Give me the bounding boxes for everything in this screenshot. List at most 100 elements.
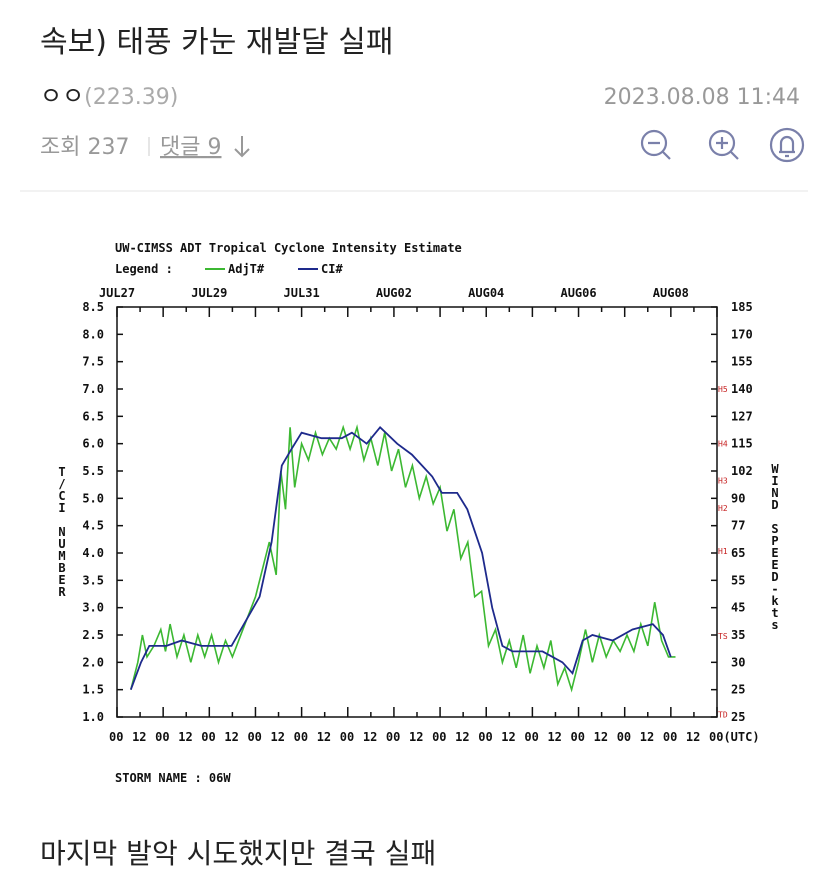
date-label: AUG06 bbox=[560, 286, 596, 300]
post-title: 속보) 태풍 카눈 재발달 실패 bbox=[40, 25, 393, 60]
y2-tick-label: 102 bbox=[731, 464, 753, 478]
date-label: AUG02 bbox=[376, 286, 412, 300]
x-tick-label: 00 bbox=[247, 730, 261, 744]
views-line: 조회 237 bbox=[40, 135, 129, 160]
x-tick-label: 12 bbox=[317, 730, 331, 744]
y2-tick-label: 155 bbox=[731, 355, 753, 369]
legend-entry: CI# bbox=[321, 262, 343, 276]
views-label: 조회 bbox=[40, 135, 80, 160]
x-tick-label: 00 bbox=[109, 730, 123, 744]
x-tick-label: 00 bbox=[294, 730, 308, 744]
y-tick-label: 7.5 bbox=[82, 355, 104, 369]
y2-tick-label: 185 bbox=[731, 300, 753, 314]
legend-entry: AdjT# bbox=[228, 262, 265, 276]
x-tick-label: 12 bbox=[363, 730, 377, 744]
y2-tick-label: 127 bbox=[731, 409, 753, 423]
x-tick-label: 12 bbox=[594, 730, 608, 744]
x-tick-label: 00 bbox=[524, 730, 538, 744]
y-tick-label: 2.0 bbox=[82, 655, 104, 669]
comments-label: 댓글 bbox=[160, 135, 200, 160]
x-tick-label: 00(UTC) bbox=[709, 730, 760, 744]
zoom-out-button[interactable] bbox=[640, 129, 671, 160]
series-line bbox=[129, 425, 672, 691]
chart-title: UW-CIMSS ADT Tropical Cyclone Intensity … bbox=[115, 241, 462, 255]
intensity-marker: TD bbox=[718, 710, 728, 719]
x-tick-label: 00 bbox=[432, 730, 446, 744]
author-line: ㅇㅇ(223.39) bbox=[40, 82, 178, 110]
y-tick-label: 1.0 bbox=[82, 710, 104, 724]
intensity-marker: H3 bbox=[718, 476, 728, 485]
y2-tick-label: 30 bbox=[731, 655, 745, 669]
y-tick-label: 7.0 bbox=[82, 382, 104, 396]
y2-axis-label: WIND SPEED-kts bbox=[768, 462, 782, 630]
y2-tick-label: 115 bbox=[731, 437, 753, 451]
y-tick-label: 6.5 bbox=[82, 409, 104, 423]
series-line bbox=[130, 424, 676, 693]
y2-tick-label: 35 bbox=[731, 628, 745, 642]
date-label: JUL29 bbox=[191, 286, 227, 300]
alarm-button[interactable] bbox=[769, 127, 805, 163]
date-label: AUG08 bbox=[653, 286, 689, 300]
y-tick-label: 5.0 bbox=[82, 491, 104, 505]
y2-tick-label: 140 bbox=[731, 382, 753, 396]
y-tick-label: 4.5 bbox=[82, 519, 104, 533]
y2-tick-label: 65 bbox=[731, 546, 745, 560]
intensity-marker: TS bbox=[718, 632, 728, 641]
x-tick-label: 00 bbox=[663, 730, 677, 744]
y-tick-label: 3.5 bbox=[82, 573, 104, 587]
zoom-in-button[interactable] bbox=[708, 129, 739, 160]
intensity-marker: H1 bbox=[718, 547, 728, 556]
y2-tick-label: 25 bbox=[731, 683, 745, 697]
x-tick-label: 12 bbox=[686, 730, 700, 744]
x-tick-label: 12 bbox=[640, 730, 654, 744]
y-tick-label: 3.0 bbox=[82, 601, 104, 615]
date-label: JUL31 bbox=[284, 286, 320, 300]
x-tick-label: 12 bbox=[271, 730, 285, 744]
y-axis-label: T/CI NUMBER bbox=[55, 465, 69, 597]
date-label: JUL27 bbox=[99, 286, 135, 300]
y-tick-label: 8.5 bbox=[82, 300, 104, 314]
y2-tick-label: 55 bbox=[731, 573, 745, 587]
y2-tick-label: 77 bbox=[731, 519, 745, 533]
x-tick-label: 00 bbox=[201, 730, 215, 744]
x-tick-label: 00 bbox=[340, 730, 354, 744]
x-tick-label: 12 bbox=[547, 730, 561, 744]
y-tick-label: 6.0 bbox=[82, 437, 104, 451]
y2-tick-label: 90 bbox=[731, 491, 745, 505]
post-body: 마지막 발악 시도했지만 결국 실패 bbox=[40, 837, 436, 870]
y-tick-label: 5.5 bbox=[82, 464, 104, 478]
intensity-marker: H4 bbox=[718, 440, 728, 449]
x-tick-label: 12 bbox=[132, 730, 146, 744]
x-tick-label: 12 bbox=[501, 730, 515, 744]
views: 237 bbox=[87, 135, 129, 160]
author[interactable]: ㅇㅇ bbox=[40, 82, 84, 110]
x-tick-label: 12 bbox=[455, 730, 469, 744]
intensity-marker: H2 bbox=[718, 504, 728, 513]
y2-tick-label: 170 bbox=[731, 327, 753, 341]
x-tick-label: 00 bbox=[571, 730, 585, 744]
x-tick-label: 00 bbox=[617, 730, 631, 744]
x-tick-label: 00 bbox=[386, 730, 400, 744]
intensity-marker: H5 bbox=[718, 385, 728, 394]
y-tick-label: 4.0 bbox=[82, 546, 104, 560]
date-label: AUG04 bbox=[468, 286, 504, 300]
x-tick-label: 12 bbox=[409, 730, 423, 744]
post-date: 2023.08.08 11:44 bbox=[604, 85, 800, 110]
y-tick-label: 2.5 bbox=[82, 628, 104, 642]
y2-tick-label: 25 bbox=[731, 710, 745, 724]
arrow-icon[interactable] bbox=[234, 136, 250, 158]
x-tick-label: 12 bbox=[224, 730, 238, 744]
author-ip: (223.39) bbox=[84, 85, 178, 110]
chart-footer: STORM NAME : 06W bbox=[115, 771, 231, 785]
x-tick-label: 00 bbox=[478, 730, 492, 744]
comments-link[interactable]: 댓글 9 bbox=[160, 135, 221, 160]
y-tick-label: 1.5 bbox=[82, 683, 104, 697]
x-tick-label: 12 bbox=[178, 730, 192, 744]
chart: UW-CIMSS ADT Tropical Cyclone Intensity … bbox=[55, 241, 782, 785]
comments: 9 bbox=[207, 135, 221, 160]
y-tick-label: 8.0 bbox=[82, 327, 104, 341]
y2-tick-label: 45 bbox=[731, 601, 745, 615]
x-tick-label: 00 bbox=[155, 730, 169, 744]
